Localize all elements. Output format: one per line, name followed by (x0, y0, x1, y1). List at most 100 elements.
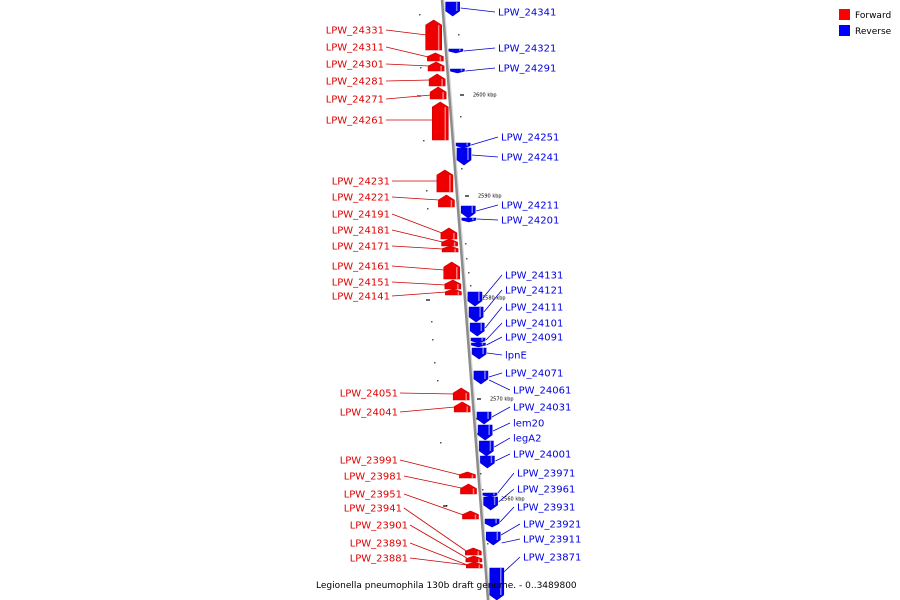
scale-dot (437, 380, 439, 382)
forward-label-leader (409, 557, 468, 566)
reverse-gene-8 (468, 306, 484, 323)
reverse-gene-label: lpnE (505, 351, 527, 362)
reverse-gene-label: LPW_24131 (505, 271, 563, 282)
reverse-label-leader (498, 488, 515, 503)
genome-caption: Legionella pneumophila 130b draft genome… (316, 581, 577, 591)
forward-gene-label: LPW_24161 (332, 262, 390, 273)
reverse-gene-4 (456, 147, 472, 166)
forward-gene-label: LPW_24141 (332, 292, 390, 303)
reverse-gene-label: LPW_23961 (517, 485, 575, 496)
reverse-label-leader (486, 336, 503, 346)
forward-gene-label: LPW_24171 (332, 242, 390, 253)
forward-gene-label: LPW_23951 (344, 490, 402, 501)
reverse-gene-15 (477, 424, 493, 441)
forward-label-leader (385, 79, 431, 82)
forward-gene-label: LPW_24041 (340, 408, 398, 419)
forward-label-leader (385, 94, 432, 100)
scale-dot (461, 168, 463, 170)
forward-gene-label: LPW_24231 (332, 177, 390, 188)
forward-label-leader (403, 493, 464, 516)
scale-dot (431, 321, 433, 323)
gene-labels: LPW_24331 LPW_24311 LPW_24301 LPW_24281 LPW_… (326, 7, 581, 573)
reverse-label-leader (499, 506, 515, 523)
reverse-gene-0 (445, 1, 460, 17)
reverse-gene-2 (450, 68, 465, 74)
forward-label-leader (391, 196, 440, 201)
reverse-gene-label: LPW_23871 (523, 553, 581, 564)
scale-dot (477, 433, 479, 435)
reverse-gene-label: LPW_24031 (513, 403, 571, 414)
forward-label-leader (399, 392, 455, 395)
scale-dot (423, 140, 425, 142)
forward-gene-label: LPW_24181 (332, 226, 390, 237)
forward-label-leader (399, 459, 461, 476)
forward-label-leader (391, 245, 444, 250)
scale-dot (432, 339, 434, 341)
reverse-gene-9 (469, 322, 485, 337)
reverse-gene-17 (480, 455, 495, 469)
forward-label-leader (391, 265, 445, 271)
reverse-gene-label: lem20 (513, 419, 544, 430)
forward-gene-label: LPW_24191 (332, 210, 390, 221)
scale-dot (426, 190, 428, 192)
reverse-gene-label: LPW_24091 (505, 333, 563, 344)
legend-reverse-swatch (839, 25, 850, 36)
scale-dot (420, 67, 422, 69)
forward-gene-label: LPW_24281 (326, 77, 384, 88)
tick-label: 2580 kbp (482, 296, 506, 302)
reverse-gene-18 (482, 492, 498, 498)
reverse-gene-label: LPW_24341 (498, 8, 556, 19)
reverse-gene-1 (448, 48, 464, 54)
axis-shadow (442, 0, 491, 600)
reverse-gene-label: LPW_24291 (498, 64, 556, 75)
reverse-label-leader (491, 406, 511, 418)
scale-dot (466, 258, 468, 260)
scale-dot (434, 362, 436, 364)
forward-gene-label: LPW_24221 (332, 193, 390, 204)
reverse-label-leader (487, 352, 503, 356)
forward-label-leader (399, 406, 456, 413)
forward-gene-label: LPW_23901 (350, 521, 408, 532)
reverse-label-leader (482, 274, 503, 299)
forward-label-leader (385, 29, 427, 36)
reverse-gene-label: LPW_23931 (517, 503, 575, 514)
reverse-label-leader (471, 154, 499, 158)
reverse-label-leader (492, 422, 511, 432)
forward-label-leader (403, 507, 467, 552)
forward-label-leader (391, 291, 447, 297)
reverse-label-leader (484, 306, 503, 329)
legend-forward-label: Forward (855, 11, 891, 21)
reverse-gene-label: LPW_24321 (498, 44, 556, 55)
reverse-gene-label: LPW_24001 (513, 450, 571, 461)
forward-label-leader (385, 63, 430, 67)
reverse-gene-16 (479, 440, 494, 457)
reverse-label-leader (465, 67, 496, 72)
tick-label: 2590 kbp (478, 194, 502, 200)
reverse-gene-label: LPW_24251 (501, 133, 559, 144)
reverse-label-leader (495, 453, 511, 462)
genome-axis (440, 0, 490, 600)
reverse-gene-12 (471, 347, 487, 360)
forward-gene-label: LPW_23981 (344, 472, 402, 483)
reverse-label-leader (494, 437, 511, 448)
forward-gene-label: LPW_24271 (326, 95, 384, 106)
reverse-gene-label: LPW_24111 (505, 303, 563, 314)
reverse-gene-14 (476, 411, 492, 425)
reverse-gene-label: LPW_24061 (513, 386, 571, 397)
reverse-label-leader (471, 136, 499, 146)
reverse-gene-label: LPW_24101 (505, 319, 563, 330)
forward-gene-label: LPW_24151 (332, 278, 390, 289)
forward-gene-label: LPW_23991 (340, 456, 398, 467)
reverse-label-leader (460, 7, 496, 13)
reverse-gene-13 (473, 370, 489, 385)
forward-label-leader (385, 46, 429, 58)
scale-dot (419, 14, 421, 16)
reverse-gene-6 (461, 217, 477, 223)
reverse-label-leader (503, 556, 521, 573)
forward-gene-label: LPW_23891 (350, 539, 408, 550)
reverse-gene-label: LPW_24241 (501, 153, 559, 164)
reverse-gene-20 (484, 518, 500, 528)
reverse-label-leader (463, 47, 496, 52)
reverse-label-leader (497, 472, 515, 494)
legend-reverse-label: Reverse (855, 27, 892, 37)
